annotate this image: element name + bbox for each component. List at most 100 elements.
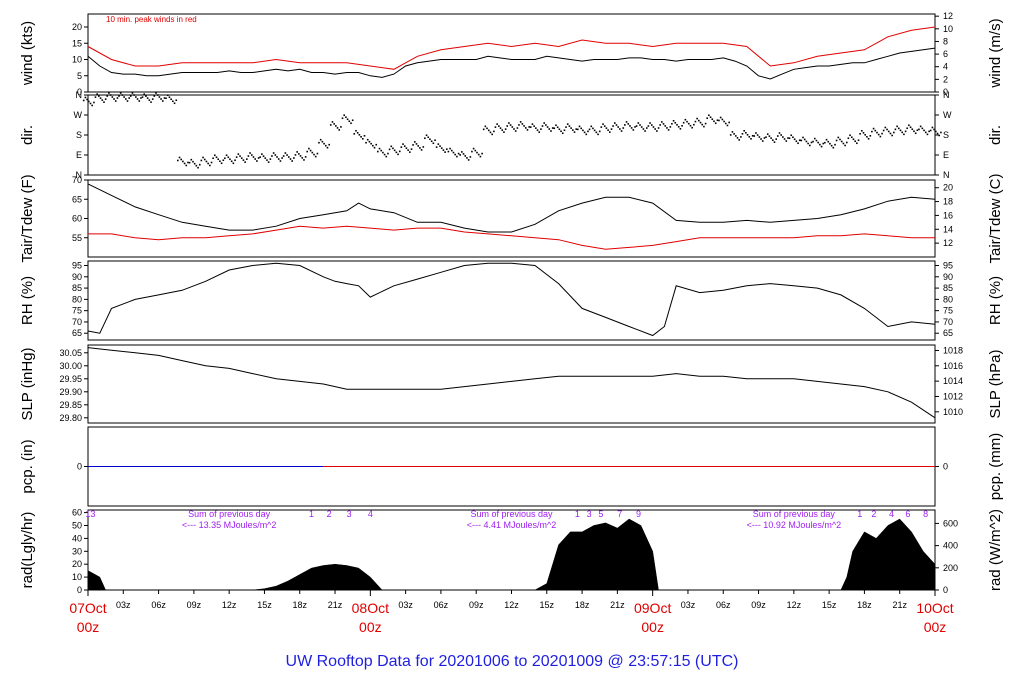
dir-point — [541, 125, 544, 127]
dir-point — [143, 93, 146, 95]
dir-point — [573, 131, 576, 133]
dir-point — [289, 158, 292, 160]
dir-point — [526, 129, 529, 131]
dir-point — [333, 123, 335, 125]
dir-point — [810, 141, 813, 144]
dir-point — [758, 136, 761, 138]
dir-point — [331, 121, 334, 123]
dir-point — [911, 128, 914, 131]
dir-point — [287, 156, 290, 158]
dir-point — [237, 153, 240, 155]
dir-point — [84, 96, 87, 99]
y-tick-label-right: 12 — [943, 238, 953, 248]
dir-point — [716, 119, 719, 122]
dir-point — [150, 101, 152, 103]
hour-mark: 13 — [85, 509, 95, 519]
dir-point — [412, 144, 414, 146]
dir-point — [93, 101, 95, 104]
dir-point — [921, 127, 924, 130]
dir-point — [382, 151, 384, 154]
dir-point — [397, 153, 399, 156]
dir-point — [501, 129, 504, 131]
dir-point — [637, 122, 640, 124]
dir-point — [808, 144, 811, 147]
y-tick-label-right: S — [943, 130, 949, 140]
dir-point — [869, 135, 872, 137]
hour-mark: 4 — [368, 509, 373, 519]
hour-mark: 5 — [598, 509, 603, 519]
y-tick-label-right: 0 — [943, 462, 948, 472]
dir-point — [578, 125, 581, 128]
dir-point — [168, 96, 171, 99]
dir-point — [224, 157, 226, 160]
dir-point — [736, 137, 739, 139]
dir-point — [785, 140, 788, 142]
dir-point — [259, 156, 261, 158]
dir-point — [430, 140, 433, 143]
hour-mark: 1 — [309, 509, 314, 519]
dir-point — [862, 132, 865, 134]
dir-point — [926, 133, 929, 136]
hour-mark: 2 — [871, 509, 876, 519]
dir-point — [874, 129, 877, 132]
dir-point — [630, 127, 633, 129]
dir-point — [893, 131, 895, 134]
dir-point — [615, 124, 618, 126]
dir-point — [316, 152, 319, 155]
y-tick-label: N — [76, 170, 83, 180]
dir-point — [227, 156, 230, 159]
dir-point — [740, 136, 742, 138]
dir-point — [131, 92, 134, 94]
dir-point — [424, 137, 426, 140]
dir-point — [899, 129, 902, 132]
dir-point — [277, 158, 280, 160]
dir-point — [246, 158, 248, 160]
dir-point — [694, 120, 697, 123]
dir-point — [298, 153, 300, 155]
hour-mark: 3 — [587, 509, 592, 519]
dir-point — [247, 155, 250, 157]
dir-point — [360, 136, 362, 138]
dir-point — [385, 155, 388, 158]
dir-point — [647, 125, 650, 127]
dir-point — [629, 125, 631, 127]
dir-point — [158, 96, 161, 98]
dir-point — [819, 143, 821, 146]
dir-point — [686, 120, 688, 123]
dir-point — [896, 125, 898, 128]
dir-point — [830, 144, 833, 147]
dir-point — [195, 164, 198, 167]
dir-point — [935, 130, 937, 133]
dir-point — [646, 127, 648, 129]
y-tick-label-right: 6 — [943, 49, 948, 59]
dir-point — [763, 137, 766, 139]
dir-point — [281, 157, 283, 159]
dir-point — [861, 130, 863, 132]
dir-point — [484, 125, 487, 128]
x-hour-label: 03z — [398, 600, 413, 610]
dir-point — [649, 122, 651, 124]
dir-point — [437, 143, 440, 145]
dir-point — [161, 100, 164, 102]
x-hour-label: 06z — [434, 600, 449, 610]
dir-point — [477, 153, 480, 156]
dir-point — [306, 150, 309, 153]
y-tick-label-right: 1012 — [943, 391, 963, 401]
dir-point — [731, 131, 734, 133]
x-hour-label: 18z — [575, 600, 590, 610]
dir-point — [834, 143, 836, 146]
dir-point — [677, 126, 680, 128]
dir-point — [429, 138, 431, 141]
dir-point — [553, 127, 556, 130]
dir-point — [652, 126, 655, 128]
dir-point — [760, 138, 762, 140]
dir-point — [891, 134, 893, 137]
y-tick-label-right: 1018 — [943, 345, 963, 355]
y-tick-label: 20 — [72, 22, 82, 32]
dir-point — [308, 147, 310, 150]
dir-point — [889, 132, 892, 135]
dir-point — [755, 132, 757, 134]
dir-point — [220, 162, 223, 165]
dir-point — [481, 152, 483, 155]
